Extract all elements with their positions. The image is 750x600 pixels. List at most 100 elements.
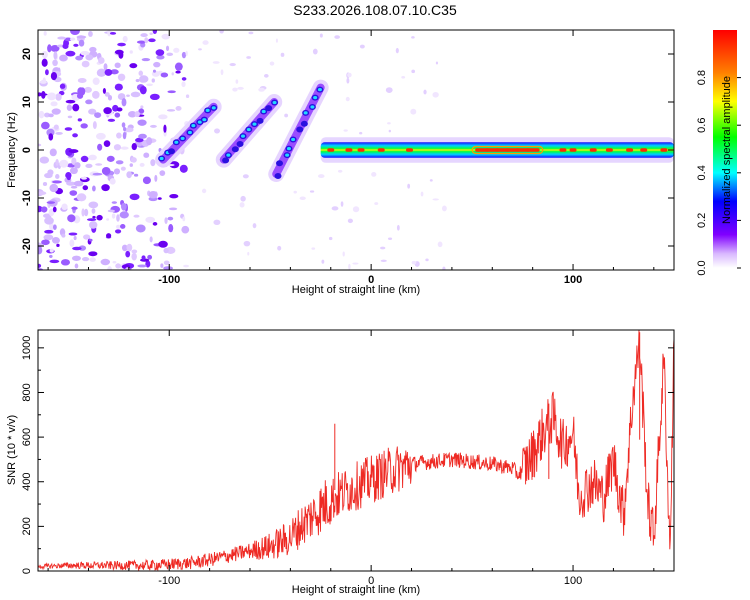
noise-blob: [321, 259, 325, 264]
colorbar-tick-label: 0.6: [696, 118, 708, 133]
noise-blob: [103, 107, 112, 115]
noise-blob: [80, 50, 90, 56]
noise-blob: [104, 92, 110, 97]
noise-blob: [43, 31, 47, 36]
noise-blob: [69, 239, 75, 247]
noise-blob: [64, 127, 73, 131]
noise-blob: [163, 260, 170, 266]
noise-blob: [98, 57, 105, 64]
streak-hotspot: [313, 96, 318, 100]
snr-y-tick-label: 800: [21, 383, 33, 401]
noise-blob: [122, 35, 128, 43]
noise-blob: [77, 118, 82, 122]
noise-blob: [115, 160, 124, 165]
noise-blob: [114, 83, 123, 91]
noise-blob: [124, 127, 134, 133]
streak-hotspot: [291, 137, 296, 142]
noise-blob: [65, 50, 76, 57]
noise-blob: [146, 83, 153, 87]
noise-blob: [81, 60, 90, 68]
colorbar-tick-label: 0.2: [696, 213, 708, 228]
noise-blob: [107, 30, 112, 37]
noise-blob: [138, 108, 145, 114]
streak-hotspot: [187, 130, 192, 135]
noise-blob: [432, 198, 440, 201]
noise-blob: [129, 63, 138, 69]
snr-y-tick-label: 200: [21, 517, 33, 535]
noise-blob: [41, 50, 48, 59]
noise-blob: [73, 43, 79, 47]
main-band: [320, 137, 674, 163]
noise-blob: [49, 148, 57, 157]
noise-blob: [70, 167, 78, 175]
noise-blob: [120, 202, 127, 211]
band-hotspot: [559, 148, 567, 152]
noise-blob: [247, 251, 250, 256]
noise-blob: [137, 264, 147, 268]
noise-blob: [49, 259, 60, 264]
noise-blob: [235, 79, 239, 84]
noise-blob: [131, 249, 138, 254]
noise-blob: [166, 52, 174, 57]
noise-blob: [86, 218, 97, 221]
noise-blob: [175, 70, 181, 74]
noise-blob: [89, 46, 97, 53]
noise-blob: [83, 234, 91, 240]
noise-blob: [147, 254, 153, 260]
noise-blob: [107, 94, 113, 101]
noise-blob: [151, 78, 155, 83]
streak-3: [268, 79, 329, 182]
noise-blob: [80, 155, 89, 163]
noise-blob: [103, 63, 108, 71]
noise-blob: [52, 206, 57, 213]
noise-blob: [269, 61, 275, 66]
snr-y-axis-label: SNR (10 * v/v): [6, 415, 18, 485]
colorbar-tick-label: 0.4: [696, 165, 708, 180]
streak-hotspot: [252, 122, 257, 126]
streak-blob: [222, 157, 230, 164]
noise-blob: [411, 260, 417, 265]
noise-blob: [347, 218, 353, 224]
noise-blob: [181, 81, 186, 88]
noise-blob: [159, 170, 166, 176]
noise-blob: [127, 111, 137, 118]
noise-blob: [153, 61, 161, 68]
noise-blob: [179, 164, 188, 173]
noise-blob: [81, 208, 85, 217]
noise-blob: [157, 197, 162, 200]
noise-blob: [122, 132, 127, 140]
spectrogram-y-tick-label: -20: [21, 238, 33, 254]
noise-blob: [47, 92, 57, 101]
band-hotspot: [377, 148, 385, 152]
noise-blob: [134, 111, 140, 118]
noise-blob: [395, 47, 399, 54]
noise-blob: [171, 72, 174, 76]
noise-blob: [149, 93, 160, 101]
noise-blob: [110, 69, 119, 75]
noise-blob: [442, 266, 446, 270]
streak-hotspot: [317, 88, 322, 92]
noise-blob: [60, 259, 71, 266]
noise-blob: [331, 206, 339, 211]
spectrogram-x-tick-label: 100: [564, 274, 582, 286]
noise-blob: [352, 262, 359, 265]
noise-blob: [275, 38, 278, 43]
streak-blob: [256, 117, 264, 124]
noise-blob: [387, 237, 393, 240]
noise-blob: [55, 93, 62, 101]
band-hotspot: [525, 148, 540, 152]
noise-blob: [45, 69, 49, 76]
noise-blob: [66, 104, 73, 111]
snr-y-tick-label: 1000: [21, 336, 33, 360]
noise-blob: [232, 87, 238, 92]
noise-blob: [359, 131, 363, 135]
chart-title: S233.2026.108.07.10.C35: [293, 2, 457, 18]
noise-blob: [181, 77, 187, 81]
noise-blob: [38, 143, 42, 147]
noise-blob: [78, 39, 85, 47]
noise-blob: [85, 99, 93, 105]
noise-blob: [139, 162, 145, 167]
noise-blob: [328, 236, 333, 241]
noise-blob: [95, 163, 103, 166]
